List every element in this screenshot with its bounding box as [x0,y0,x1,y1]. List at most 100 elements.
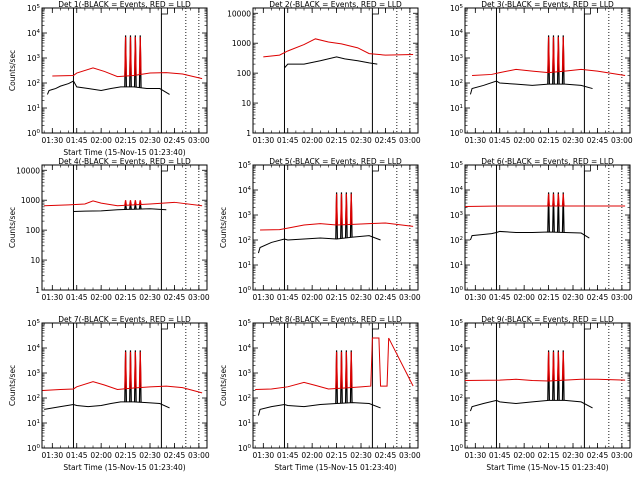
y-tick-label: 105 [450,4,464,13]
y-tick-label: 103 [27,54,41,63]
y-tick-label: 100 [450,444,464,453]
plot-frame [41,164,208,291]
series-red-spike [556,351,560,381]
x-tick-label: 02:45 [375,136,397,145]
y-tick-label: 104 [450,344,464,353]
y-tick-label: 10 [30,256,40,265]
x-tick-label: 01:45 [277,136,299,145]
marker-flag [161,164,168,172]
x-tick-label: 02:30 [139,451,161,460]
series-red-spike [552,193,555,206]
x-tick-label: 02:30 [350,451,372,460]
series-black-line [44,401,170,410]
chart-panel: Det 7(-BLACK = Events, RED = LLD Counts/s… [8,315,210,472]
series-red-spike [133,36,137,76]
series-red-spike [552,351,555,381]
x-tick-label: 01:45 [277,293,299,302]
x-tick-label: 02:30 [139,136,161,145]
x-tick-label: 01:30 [253,136,275,145]
series-red-spike [561,193,565,206]
y-tick-label: 104 [27,29,41,38]
y-tick-label: 104 [238,186,252,195]
y-tick-label: 103 [238,369,252,378]
series-black-spike [547,350,550,401]
y-tick-label: 103 [450,369,464,378]
y-tick-label: 102 [450,394,463,403]
series-black-line [257,235,381,254]
x-tick-label: 02:45 [587,451,609,460]
x-tick-label: 01:45 [489,293,511,302]
y-tick-label: 100 [27,129,41,138]
series-red-spike [340,351,343,389]
chart-title: Det 1(-BLACK = Events, RED = LLD [58,0,191,9]
x-tick-label: 02:45 [587,293,609,302]
x-tick-label: 03:00 [611,293,633,302]
y-axis-label: Counts/sec [8,50,17,91]
x-tick-label: 03:00 [611,451,633,460]
y-tick-label: 100 [450,286,464,295]
series-red-line [263,38,414,58]
x-tick-label: 02:30 [350,136,372,145]
y-tick-label: 105 [450,319,464,328]
y-tick-label: 1000 [232,39,251,48]
x-tick-label: 03:00 [188,293,210,302]
x-tick-label: 01:45 [277,451,299,460]
y-tick-label: 100 [238,444,252,453]
y-tick-label: 102 [238,236,251,245]
x-tick-label: 02:00 [513,451,535,460]
x-tick-label: 01:30 [465,136,487,145]
x-tick-label: 01:45 [66,293,88,302]
y-tick-label: 1 [35,286,40,295]
y-tick-label: 103 [238,211,252,220]
y-tick-label: 101 [450,104,463,113]
x-tick-label: 01:45 [489,136,511,145]
series-black-line [257,402,381,416]
y-tick-label: 102 [450,236,463,245]
x-tick-label: 03:00 [399,136,421,145]
series-red-line [42,381,203,394]
y-tick-label: 105 [238,161,252,170]
y-tick-label: 102 [238,394,251,403]
series-red-line [255,337,414,390]
chart-panel: Det 6(-BLACK = Events, RED = LLD 100 101 10… [450,157,633,302]
plot-frame [464,164,631,291]
y-tick-label: 101 [238,261,251,270]
series-black-spike [552,192,555,233]
chart-title: Det 3(-BLACK = Events, RED = LLD [481,0,614,9]
y-tick-label: 101 [450,261,463,270]
chart-title: Det 6(-BLACK = Events, RED = LLD [481,157,614,166]
x-tick-label: 02:45 [375,293,397,302]
series-red-spike [133,351,137,388]
x-tick-label: 02:30 [562,293,584,302]
series-red-line [260,222,414,231]
x-tick-label: 02:45 [164,136,186,145]
series-black-line [46,80,170,95]
series-red-line [472,68,626,76]
series-red-spike [340,193,343,225]
x-tick-label: 02:30 [562,136,584,145]
y-tick-label: 102 [27,79,40,88]
marker-flag [372,164,379,172]
marker-flag [584,322,591,330]
chart-title: Det 9(-BLACK = Events, RED = LLD [481,315,614,324]
y-tick-label: 104 [450,186,464,195]
y-tick-label: 1 [246,129,251,138]
series-black-spike [552,350,555,401]
plot-frame [252,164,419,291]
series-red-line [465,378,626,382]
x-axis-label: Start Time (15-Nov-15 01:23:40) [63,463,185,472]
marker-flag [584,164,591,172]
x-tick-label: 02:15 [326,136,348,145]
chart-panel: Det 9(-BLACK = Events, RED = LLD Start Ti… [450,315,633,472]
x-tick-label: 02:45 [164,451,186,460]
x-tick-label: 02:45 [587,136,609,145]
series-red-spike [138,200,142,205]
y-tick-label: 104 [238,344,252,353]
y-tick-label: 101 [27,104,40,113]
series-black-line [469,80,593,95]
chart-title: Det 2(-BLACK = Events, RED = LLD [269,0,402,9]
y-tick-label: 10000 [227,9,251,18]
chart-panel: Det 5(-BLACK = Events, RED = LLD Counts/s… [219,157,421,302]
y-tick-label: 104 [450,29,464,38]
